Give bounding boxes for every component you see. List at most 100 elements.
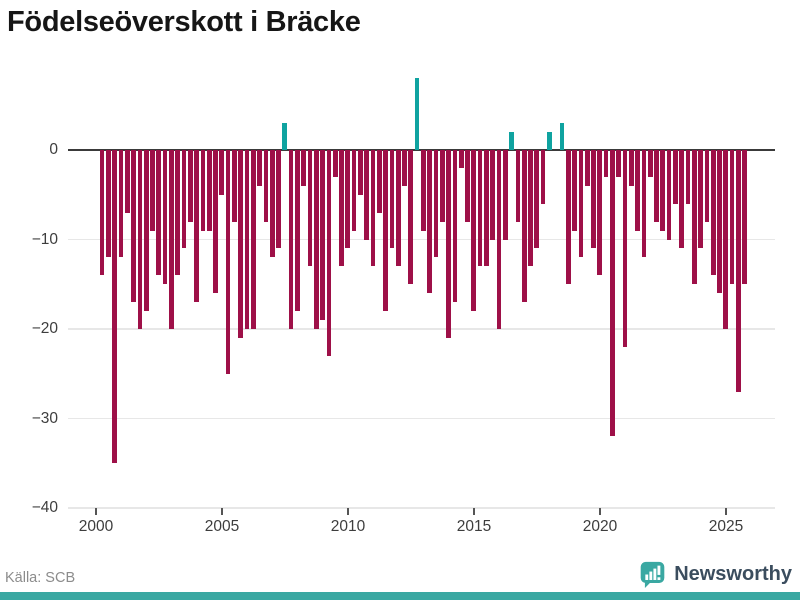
- bar-2020Q4: [622, 150, 628, 347]
- bar-2019Q4: [597, 150, 603, 276]
- y-tick-label--20: −20: [31, 320, 58, 337]
- bar-2004Q3: [213, 150, 218, 294]
- bar-2006Q4: [269, 150, 275, 258]
- bar-2020Q3: [616, 150, 622, 177]
- bar-2007Q1: [276, 150, 281, 249]
- bar-2015Q2: [484, 150, 489, 267]
- bar-2022Q4: [673, 150, 678, 204]
- bar-2015Q4: [496, 150, 502, 329]
- bar-2010Q4: [370, 150, 376, 267]
- brand-name: Newsworthy: [674, 563, 792, 585]
- bar-2007Q3: [288, 150, 294, 329]
- bar-2024Q1: [704, 150, 710, 222]
- bar-2021Q3: [641, 150, 647, 258]
- bar-2023Q4: [698, 150, 703, 249]
- bar-2016Q3: [515, 150, 521, 222]
- bar-2012Q3: [414, 78, 420, 150]
- bar-2007Q2: [282, 123, 288, 150]
- bar-2017Q1: [528, 150, 533, 267]
- bar-2003Q2: [181, 150, 187, 249]
- bar-2025Q2: [736, 150, 741, 392]
- bar-2021Q2: [635, 150, 640, 231]
- bar-2016Q4: [521, 150, 527, 303]
- x-tick-mark-2000: [95, 508, 97, 515]
- bar-2002Q4: [169, 150, 174, 329]
- bar-2005Q3: [238, 150, 244, 338]
- gridline--10: [68, 238, 775, 241]
- bar-2003Q1: [175, 150, 181, 276]
- bar-2009Q1: [326, 150, 332, 356]
- bar-2022Q3: [666, 150, 672, 240]
- bar-2013Q3: [439, 150, 445, 222]
- bar-2002Q1: [150, 150, 155, 231]
- bar-2017Q2: [534, 150, 540, 249]
- bar-2001Q4: [143, 150, 149, 312]
- bar-2015Q1: [477, 150, 483, 267]
- bar-2014Q2: [458, 150, 464, 168]
- x-tick-label-2000: 2000: [78, 518, 114, 535]
- x-tick-label-2015: 2015: [456, 518, 492, 535]
- y-tick-label--40: −40: [31, 499, 58, 516]
- bar-2000Q4: [118, 150, 124, 258]
- bar-2010Q1: [351, 150, 357, 231]
- x-tick-label-2005: 2005: [204, 518, 240, 535]
- bar-2005Q1: [225, 150, 231, 374]
- bar-2001Q1: [124, 150, 130, 213]
- gridline--30: [68, 417, 775, 420]
- bar-2025Q3: [742, 150, 748, 285]
- bar-2006Q3: [263, 150, 269, 222]
- bar-2018Q4: [572, 150, 577, 231]
- bar-2021Q4: [647, 150, 653, 177]
- x-tick-mark-2025: [725, 508, 727, 515]
- newsworthy-icon: [639, 560, 666, 589]
- bar-2012Q1: [402, 150, 407, 186]
- bar-2020Q1: [603, 150, 609, 177]
- brand-logo: Newsworthy: [639, 560, 792, 589]
- bar-2009Q4: [345, 150, 351, 249]
- bar-2006Q2: [257, 150, 262, 186]
- bar-2003Q3: [187, 150, 193, 222]
- bar-2012Q2: [408, 150, 414, 285]
- bar-2002Q2: [156, 150, 162, 276]
- bar-2007Q4: [295, 150, 300, 312]
- bar-2013Q2: [433, 150, 439, 258]
- bar-2021Q1: [628, 150, 634, 186]
- bar-2000Q1: [99, 150, 105, 276]
- x-tick-mark-2020: [599, 508, 601, 515]
- bar-2010Q3: [364, 150, 370, 240]
- bar-2013Q4: [446, 150, 451, 338]
- bar-2009Q2: [332, 150, 338, 177]
- bar-2001Q3: [137, 150, 143, 329]
- bar-2008Q2: [307, 150, 313, 267]
- bar-2012Q4: [421, 150, 426, 231]
- bar-2017Q3: [540, 150, 546, 204]
- bar-2024Q2: [710, 150, 716, 276]
- x-tick-mark-2015: [473, 508, 475, 515]
- bar-2000Q2: [106, 150, 111, 258]
- bar-2016Q2: [509, 132, 514, 150]
- x-tick-label-2025: 2025: [708, 518, 744, 535]
- bar-2020Q2: [610, 150, 615, 437]
- bar-2006Q1: [250, 150, 256, 329]
- bar-2025Q1: [729, 150, 735, 285]
- bar-2005Q2: [232, 150, 237, 222]
- bar-2018Q2: [559, 123, 565, 150]
- bar-2019Q3: [591, 150, 596, 249]
- bar-2008Q3: [313, 150, 319, 329]
- y-tick-label-0: 0: [49, 141, 58, 158]
- zero-axis-line: [68, 148, 775, 151]
- y-tick-label--30: −30: [31, 409, 58, 427]
- bar-2011Q1: [376, 150, 382, 213]
- bar-2024Q3: [717, 150, 722, 294]
- bar-2005Q4: [244, 150, 250, 329]
- bar-2022Q2: [660, 150, 666, 231]
- y-tick-label--10: −10: [31, 230, 58, 248]
- bar-2023Q1: [679, 150, 685, 249]
- bar-2024Q4: [723, 150, 729, 329]
- bar-2023Q3: [691, 150, 697, 285]
- bar-2011Q3: [389, 150, 395, 249]
- bar-2022Q1: [654, 150, 659, 222]
- x-tick-label-2020: 2020: [582, 518, 618, 535]
- bar-2011Q4: [395, 150, 401, 267]
- bar-2008Q1: [301, 150, 307, 186]
